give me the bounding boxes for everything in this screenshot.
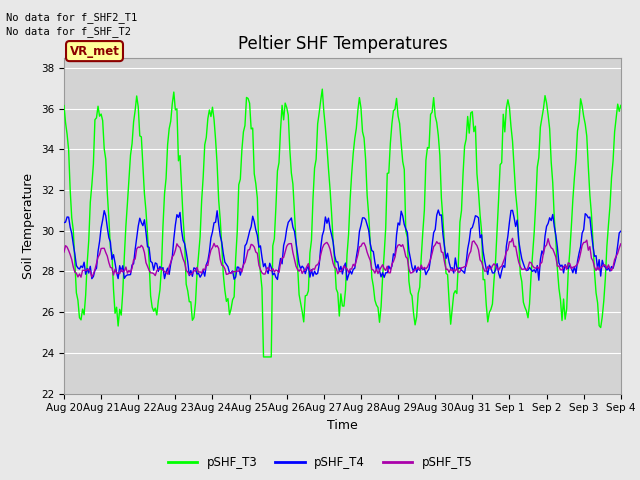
pSHF_T5	[552, 254, 559, 260]
Text: VR_met: VR_met	[70, 45, 120, 58]
pSHF_T5	[77, 274, 85, 280]
pSHF_T5	[379, 262, 387, 267]
pSHF_T4	[60, 220, 68, 226]
pSHF_T3	[164, 142, 172, 147]
pSHF_T4	[408, 264, 416, 270]
Line: pSHF_T3: pSHF_T3	[64, 89, 621, 357]
pSHF_T4	[76, 266, 83, 272]
pSHF_T4	[377, 274, 385, 280]
pSHF_T5	[60, 249, 68, 255]
Text: No data for f_SHF_T2: No data for f_SHF_T2	[6, 26, 131, 37]
pSHF_T3	[60, 103, 68, 108]
pSHF_T4	[535, 277, 543, 283]
pSHF_T4	[552, 232, 559, 238]
pSHF_T5	[617, 241, 625, 247]
pSHF_T3	[380, 252, 388, 257]
pSHF_T3	[412, 322, 419, 328]
Y-axis label: Soil Temperature: Soil Temperature	[22, 173, 35, 278]
pSHF_T5	[410, 268, 417, 274]
pSHF_T4	[164, 265, 172, 271]
pSHF_T5	[397, 243, 405, 249]
Legend: pSHF_T3, pSHF_T4, pSHF_T5: pSHF_T3, pSHF_T4, pSHF_T5	[163, 452, 477, 474]
pSHF_T3	[399, 159, 406, 165]
pSHF_T3	[260, 354, 268, 360]
Title: Peltier SHF Temperatures: Peltier SHF Temperatures	[237, 35, 447, 53]
Line: pSHF_T4: pSHF_T4	[64, 210, 621, 280]
Line: pSHF_T5: pSHF_T5	[64, 239, 621, 277]
pSHF_T3	[617, 103, 625, 108]
pSHF_T4	[435, 207, 442, 213]
pSHF_T3	[319, 86, 326, 92]
pSHF_T4	[617, 228, 625, 234]
pSHF_T3	[76, 315, 83, 321]
pSHF_T5	[509, 236, 516, 241]
pSHF_T5	[165, 264, 173, 269]
pSHF_T3	[552, 238, 559, 243]
pSHF_T5	[76, 271, 83, 277]
Text: No data for f_SHF2_T1: No data for f_SHF2_T1	[6, 12, 138, 23]
X-axis label: Time: Time	[327, 419, 358, 432]
pSHF_T4	[396, 222, 403, 228]
